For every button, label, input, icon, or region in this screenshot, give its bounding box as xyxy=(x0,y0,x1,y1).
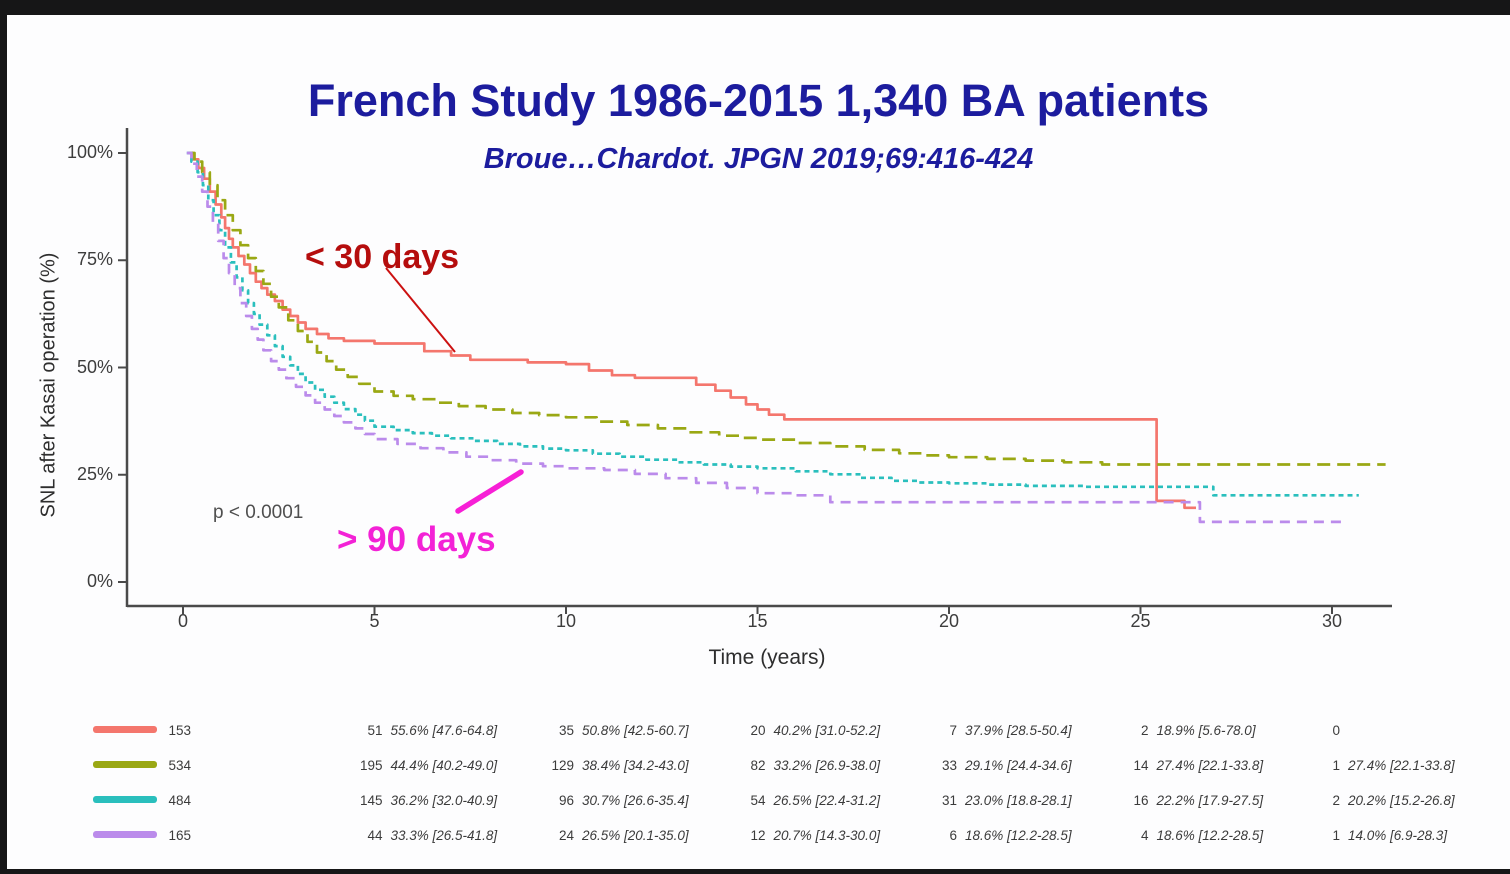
risk-count: 534 xyxy=(168,758,191,773)
risk-count: 44 xyxy=(367,828,383,843)
km-curve-group-2 xyxy=(188,151,1386,466)
legend-swatch-lt-30-days xyxy=(93,726,157,733)
survival-estimate: 50.8% [42.5-60.7] xyxy=(582,723,689,738)
x-tick-label: 30 xyxy=(1321,611,1343,631)
legend-swatch-gt-90-days xyxy=(93,831,157,838)
y-tick-label: 100% xyxy=(66,142,113,162)
citation-subtitle: Broue…Chardot. JPGN 2019;69:416-424 xyxy=(483,143,1034,175)
y-tick-label: 0% xyxy=(86,571,113,591)
survival-estimate: 29.1% [24.4-34.6] xyxy=(965,758,1072,773)
x-tick-label: 10 xyxy=(555,611,577,631)
survival-estimate: 27.4% [22.1-33.8] xyxy=(1156,758,1264,773)
survival-estimate: 55.6% [47.6-64.8] xyxy=(390,723,498,738)
y-tick-label: 25% xyxy=(76,463,113,484)
survival-estimate: 26.5% [22.4-31.2] xyxy=(773,793,881,808)
survival-estimate: 18.9% [5.6-78.0] xyxy=(1156,723,1256,738)
km-curve-group-3 xyxy=(186,151,1359,497)
survival-estimate: 40.2% [31.0-52.2] xyxy=(773,723,881,738)
km-curve-lt-30-days xyxy=(187,151,1196,510)
risk-count: 20 xyxy=(750,723,766,738)
risk-count: 35 xyxy=(558,723,574,738)
risk-count: 51 xyxy=(367,723,383,738)
survival-estimate: 23.0% [18.8-28.1] xyxy=(965,793,1072,808)
survival-estimate: 14.0% [6.9-28.3] xyxy=(1348,828,1448,843)
risk-count: 82 xyxy=(750,758,766,773)
survival-estimate: 27.4% [22.1-33.8] xyxy=(1348,758,1455,773)
y-tick-label: 50% xyxy=(76,356,113,377)
risk-count: 14 xyxy=(1133,758,1149,773)
legend-swatch-group-2 xyxy=(93,761,157,768)
survival-estimate: 20.2% [15.2-26.8] xyxy=(1348,793,1455,808)
slide-background: French Study 1986-2015 1,340 BA patients… xyxy=(7,15,1510,869)
risk-count: 195 xyxy=(359,758,383,773)
survival-estimate: 30.7% [26.6-35.4] xyxy=(582,793,689,808)
km-curve-gt-90-days xyxy=(186,151,1348,524)
survival-estimate: 33.2% [26.9-38.0] xyxy=(773,758,881,773)
risk-count: 484 xyxy=(168,793,191,808)
annotation-lt30-days: < 30 days xyxy=(305,238,460,276)
risk-count: 2 xyxy=(1140,723,1149,738)
legend-swatch-group-3 xyxy=(93,796,157,803)
risk-count: 7 xyxy=(949,723,957,738)
risk-count: 153 xyxy=(168,723,191,738)
survival-estimate: 38.4% [34.2-43.0] xyxy=(582,758,689,773)
risk-count: 145 xyxy=(359,793,383,808)
survival-estimate: 33.3% [26.5-41.8] xyxy=(390,828,498,843)
survival-estimate: 36.2% [32.0-40.9] xyxy=(390,793,498,808)
risk-count: 165 xyxy=(168,828,191,843)
risk-count: 12 xyxy=(750,828,766,843)
survival-estimate: 20.7% [14.3-30.0] xyxy=(773,828,881,843)
annotation-gt90-days: > 90 days xyxy=(337,520,496,559)
risk-count: 1 xyxy=(1332,758,1340,773)
gt90-pointer-line xyxy=(455,469,524,514)
x-tick-label: 0 xyxy=(177,611,188,631)
risk-count: 0 xyxy=(1332,723,1340,738)
survival-estimate: 18.6% [12.2-28.5] xyxy=(965,828,1072,843)
risk-count: 24 xyxy=(558,828,574,843)
x-axis-title: Time (years) xyxy=(708,646,826,669)
risk-count: 54 xyxy=(750,793,766,808)
risk-count: 33 xyxy=(941,758,957,773)
survival-estimate: 26.5% [20.1-35.0] xyxy=(582,828,689,843)
survival-estimate: 18.6% [12.2-28.5] xyxy=(1156,828,1264,843)
risk-count: 16 xyxy=(1133,793,1149,808)
x-tick-label: 20 xyxy=(938,611,960,631)
x-tick-label: 5 xyxy=(369,611,380,631)
survival-estimate: 37.9% [28.5-50.4] xyxy=(965,723,1072,738)
risk-count: 2 xyxy=(1332,793,1340,808)
risk-count: 31 xyxy=(941,793,957,808)
risk-count: 96 xyxy=(558,793,574,808)
risk-count: 4 xyxy=(1140,828,1149,843)
y-tick-label: 75% xyxy=(76,249,113,270)
risk-count: 6 xyxy=(949,828,957,843)
lt30-pointer-line xyxy=(385,267,456,353)
x-tick-label: 15 xyxy=(747,611,768,631)
risk-count: 1 xyxy=(1332,828,1340,843)
risk-count: 129 xyxy=(551,758,574,773)
x-tick-label: 25 xyxy=(1130,611,1151,631)
survival-estimate: 22.2% [17.9-27.5] xyxy=(1156,793,1264,808)
survival-estimate: 44.4% [40.2-49.0] xyxy=(390,758,498,773)
p-value-label: p < 0.0001 xyxy=(213,502,304,523)
slide-title: French Study 1986-2015 1,340 BA patients xyxy=(307,75,1210,126)
